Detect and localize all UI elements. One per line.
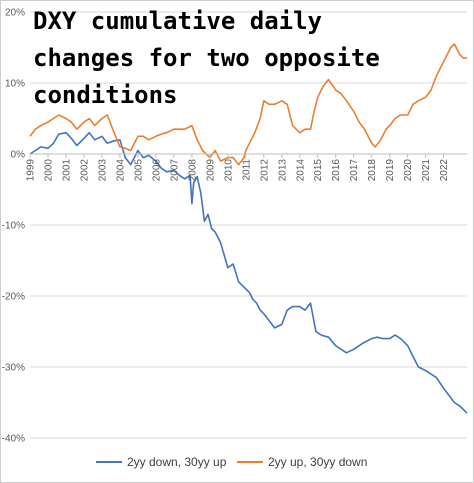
gridlines (30, 11, 467, 439)
x-tick-label: 2020 (403, 159, 414, 182)
y-tick-label: 10% (5, 79, 25, 90)
chart-title-line-1: DXY cumulative daily (33, 7, 322, 35)
x-tick-label: 1999 (26, 159, 37, 182)
x-tick-label: 2002 (79, 159, 90, 182)
legend-label-2yy-up-30yy-down: 2yy up, 30yy down (268, 455, 367, 469)
x-tick-label: 2009 (205, 159, 216, 182)
x-tick-label: 2008 (187, 159, 198, 182)
x-tick-label: 2015 (313, 159, 324, 182)
x-tick-label: 2001 (61, 159, 72, 182)
x-tick-label: 2000 (43, 159, 54, 182)
y-tick-label: -40% (2, 434, 25, 445)
x-tick-label: 2010 (223, 159, 234, 182)
x-tick-label: 2016 (331, 159, 342, 182)
chart-title-line-2: changes for two opposite (33, 44, 380, 72)
y-tick-label: -10% (2, 221, 25, 232)
x-tick-label: 2022 (439, 159, 450, 182)
y-tick-label: 20% (5, 8, 25, 19)
x-tick-label: 2006 (151, 159, 162, 182)
x-axis-tick-labels: 1999 2000 2001 2002 2003 2004 2005 2006 2007 2008… (26, 159, 451, 182)
x-tick-label: 2012 (259, 159, 270, 182)
chart-title: DXY cumulative daily changes for two opp… (33, 7, 380, 109)
x-axis (29, 153, 467, 158)
legend: 2yy down, 30yy up 2yy up, 30yy down (96, 455, 367, 469)
y-tick-label: 0% (11, 150, 26, 161)
x-tick-label: 2007 (169, 159, 180, 182)
y-tick-label: -20% (2, 292, 25, 303)
chart-title-line-3: conditions (33, 81, 178, 109)
x-tick-label: 2004 (115, 159, 126, 182)
y-tick-label: -30% (2, 363, 25, 374)
x-tick-label: 2003 (97, 159, 108, 182)
x-tick-label: 2021 (421, 159, 432, 182)
series-line-2 (29, 43, 467, 166)
series-lines (29, 43, 468, 414)
x-tick-label: 2013 (277, 159, 288, 182)
y-axis-tick-labels: 20% 10% 0% -10% -20% -30% -40% (2, 8, 25, 445)
legend-label-2yy-down-30yy-up: 2yy down, 30yy up (127, 455, 227, 469)
x-tick-label: 2014 (295, 159, 306, 182)
x-tick-label: 2011 (241, 159, 252, 181)
x-tick-label: 2018 (367, 159, 378, 182)
x-tick-label: 2019 (385, 159, 396, 182)
x-tick-label: 2017 (349, 159, 360, 182)
series-line-1 (29, 131, 468, 414)
x-tick-label: 2005 (133, 159, 144, 182)
